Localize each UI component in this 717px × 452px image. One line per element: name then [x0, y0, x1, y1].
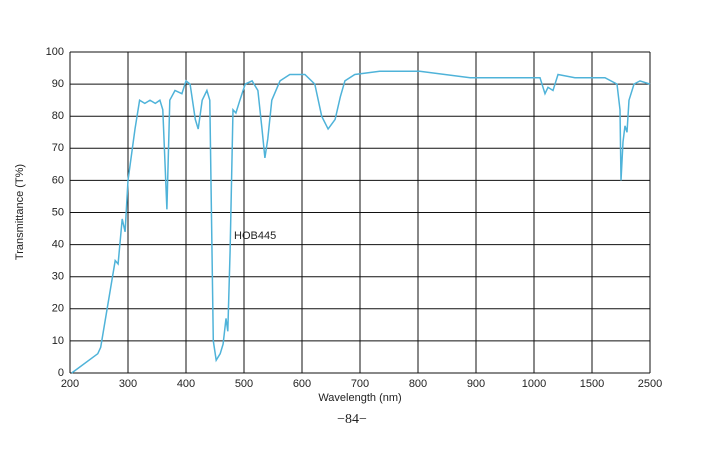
x-tick-label: 2500	[638, 378, 662, 390]
x-tick-label: 1500	[580, 378, 604, 390]
x-tick-label: 700	[351, 378, 369, 390]
y-tick-label: 100	[46, 46, 64, 58]
page-number: −84−	[337, 412, 367, 427]
x-tick-label: 400	[177, 378, 195, 390]
y-tick-label: 10	[52, 335, 64, 347]
annotation: HOB445	[234, 230, 276, 242]
x-tick-label: 900	[467, 378, 485, 390]
y-tick-label: 20	[52, 303, 64, 315]
y-tick-label: 90	[52, 78, 64, 90]
y-tick-label: 50	[52, 206, 64, 218]
x-tick-label: 1000	[522, 378, 546, 390]
x-tick-label: 200	[61, 378, 79, 390]
y-tick-label: 0	[58, 367, 64, 379]
y-tick-label: 30	[52, 271, 64, 283]
line	[71, 70, 651, 374]
x-tick-label: 300	[119, 378, 137, 390]
y-tick-label: 60	[52, 174, 64, 186]
y-tick-label: 80	[52, 110, 64, 122]
x-tick-label: 800	[409, 378, 427, 390]
x-tick-label: 500	[235, 378, 253, 390]
x-tick-label: 600	[293, 378, 311, 390]
y-tick-label: 70	[52, 142, 64, 154]
x-axis-label: Wavelength (nm)	[318, 392, 401, 404]
y-axis-label: Transmittance (T%)	[14, 164, 26, 260]
y-tick-label: 40	[52, 239, 64, 251]
